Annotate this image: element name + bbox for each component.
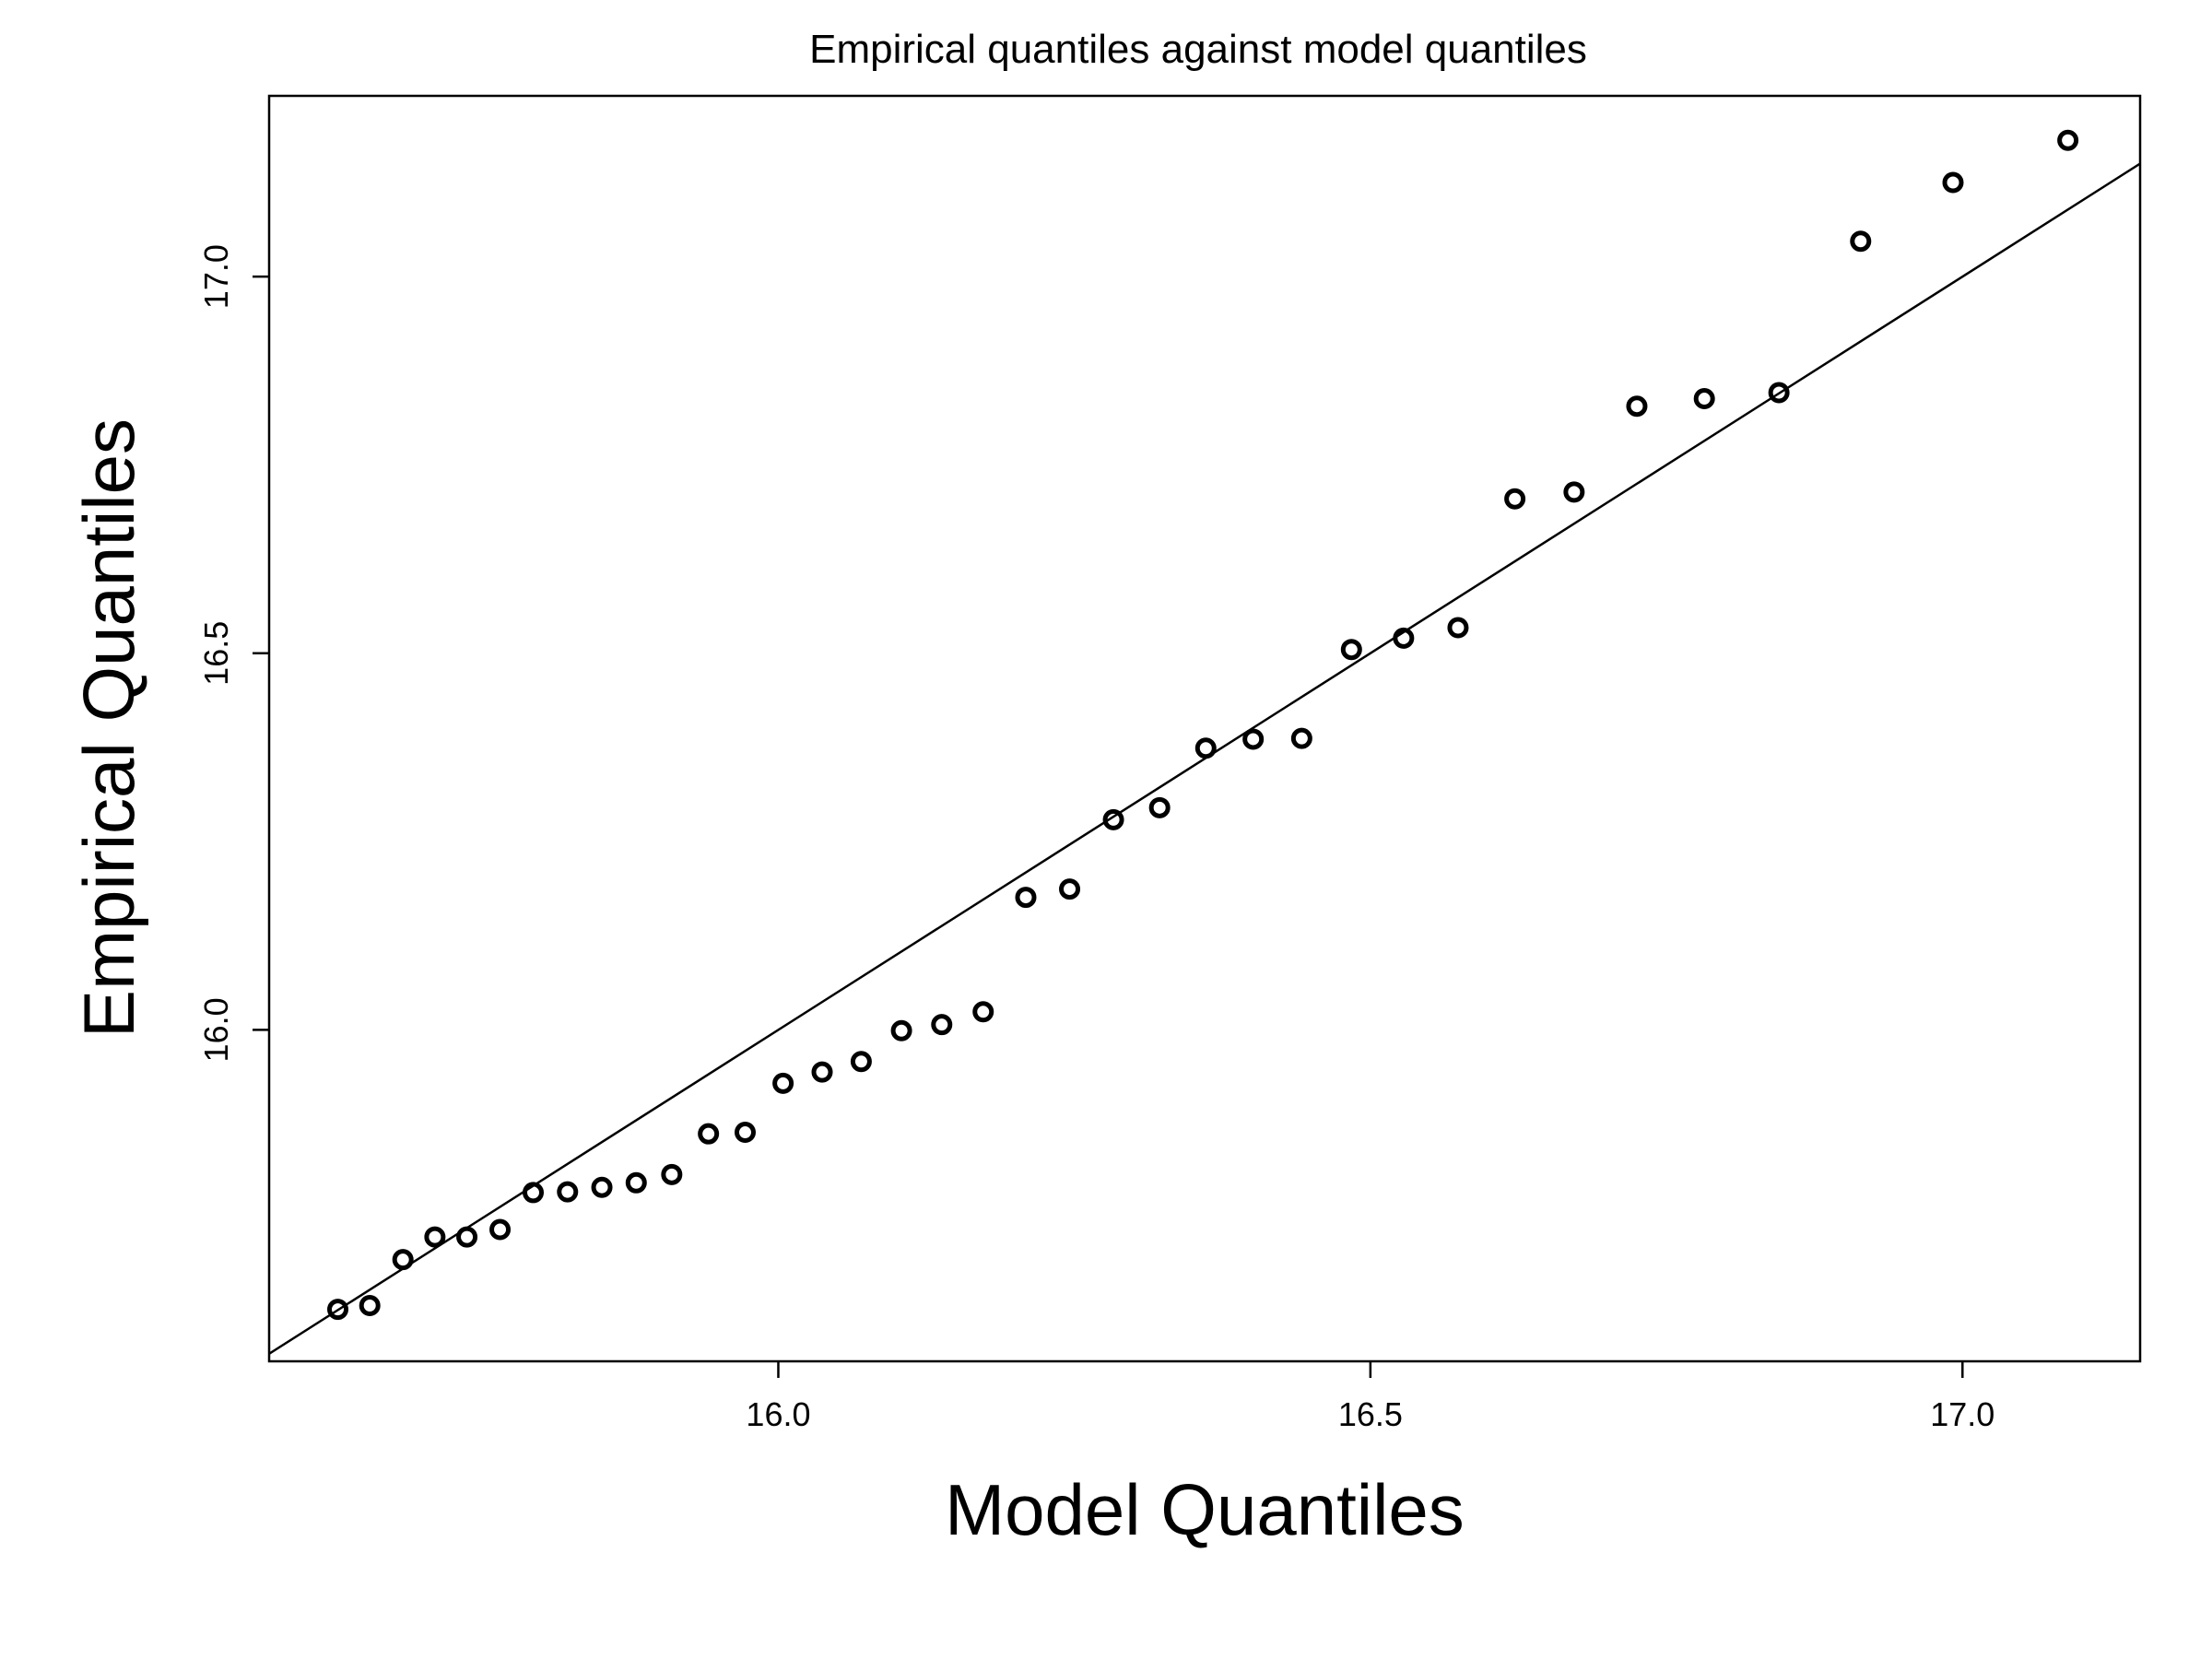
data-point — [1393, 627, 1415, 649]
data-point — [1340, 639, 1362, 661]
data-point — [931, 1014, 953, 1036]
data-point — [1563, 481, 1585, 503]
data-point — [1626, 395, 1648, 418]
data-point — [734, 1122, 756, 1144]
data-point — [359, 1295, 381, 1317]
y-tick-label: 16.5 — [197, 621, 235, 686]
data-point — [1768, 382, 1790, 404]
data-point — [850, 1051, 872, 1073]
plot-area — [269, 129, 2140, 1355]
data-point — [1015, 887, 1037, 909]
x-axis-label: Model Quantiles — [945, 1469, 1465, 1550]
data-point — [456, 1226, 478, 1248]
data-point — [1242, 728, 1265, 750]
y-axis: 16.0 16.5 17.0 — [197, 244, 269, 1062]
data-point — [1942, 171, 1964, 194]
data-point — [772, 1072, 794, 1094]
x-tick-label: 16.5 — [1338, 1395, 1403, 1433]
data-point — [1148, 796, 1171, 818]
x-tick-label: 17.0 — [1930, 1395, 1994, 1433]
y-axis-label: Empirical Quantiles — [68, 418, 149, 1038]
data-point — [1194, 737, 1217, 759]
data-point — [661, 1163, 683, 1185]
chart-title: Empirical quantiles against model quanti… — [809, 27, 1587, 72]
data-point — [424, 1226, 446, 1248]
data-point — [591, 1176, 613, 1198]
y-tick-label: 16.0 — [197, 997, 235, 1062]
data-point — [698, 1123, 720, 1145]
data-point — [972, 1001, 994, 1023]
data-point — [2057, 129, 2079, 151]
plot-frame — [267, 94, 2142, 1363]
data-point — [811, 1061, 833, 1083]
data-point — [327, 1299, 349, 1321]
data-point — [1102, 808, 1124, 830]
data-point — [1504, 488, 1526, 510]
data-point — [1447, 617, 1469, 639]
data-point — [625, 1171, 647, 1194]
data-point — [1290, 727, 1312, 749]
reference-line — [269, 162, 2140, 1355]
y-tick-label: 17.0 — [197, 244, 235, 309]
data-point — [557, 1181, 579, 1203]
data-point — [1693, 388, 1715, 410]
x-tick-label: 16.0 — [746, 1395, 810, 1433]
data-point — [489, 1218, 512, 1241]
data-point — [1059, 878, 1081, 900]
data-points — [327, 129, 2079, 1321]
data-point — [392, 1249, 414, 1271]
data-point — [523, 1182, 545, 1204]
data-point — [1850, 230, 1872, 253]
x-axis: 16.0 16.5 17.0 — [746, 1361, 1994, 1433]
data-point — [890, 1019, 912, 1041]
